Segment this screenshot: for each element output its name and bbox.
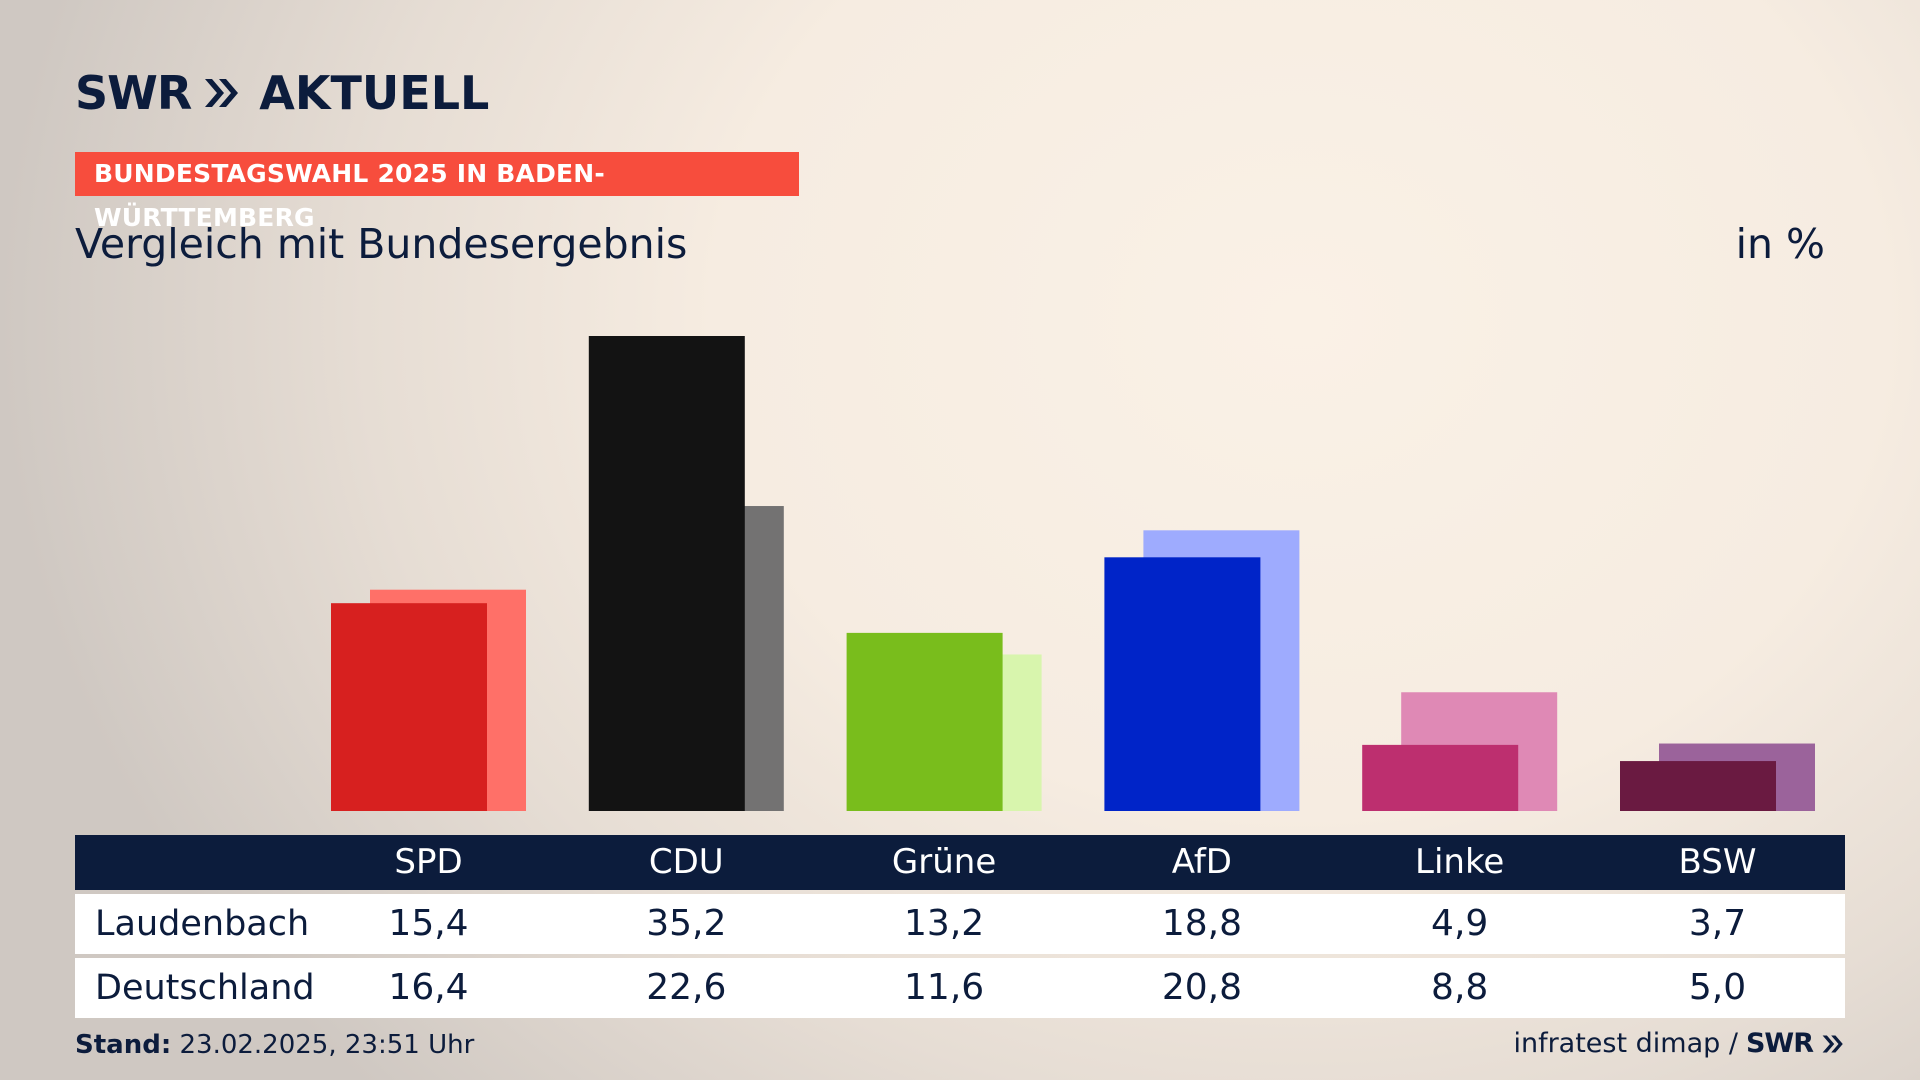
stand-label: Stand: bbox=[75, 1030, 172, 1060]
table-cell-linke: 8,8 bbox=[1431, 967, 1489, 1008]
table-header-grüne: Grüne bbox=[891, 842, 997, 882]
table-header-cdu: CDU bbox=[648, 842, 724, 882]
table-header-afd: AfD bbox=[1171, 842, 1232, 882]
table-cell-afd: 18,8 bbox=[1161, 903, 1242, 944]
logo-swr-text: SWR bbox=[75, 66, 192, 120]
logo-aktuell-text: AKTUELL bbox=[259, 66, 490, 120]
double-chevron-icon bbox=[205, 79, 239, 107]
bar-laudenbach-spd bbox=[331, 603, 487, 811]
row-label: Deutschland bbox=[95, 968, 315, 1008]
chart-subtitle: Vergleich mit Bundesergebnis bbox=[75, 220, 688, 268]
table-cell-grüne: 11,6 bbox=[904, 967, 985, 1008]
table-row-deutschland: Deutschland 16,4 22,6 11,6 20,8 8,8 5,0 bbox=[75, 958, 1845, 1018]
election-banner: BUNDESTAGSWAHL 2025 IN BADEN-WÜRTTEMBERG bbox=[75, 152, 799, 232]
timestamp: Stand: 23.02.2025, 23:51 Uhr bbox=[75, 1030, 474, 1060]
table-cell-linke: 4,9 bbox=[1431, 903, 1489, 944]
source-credit: infratest dimap / SWR bbox=[1513, 1028, 1845, 1059]
table-cell-spd: 16,4 bbox=[388, 967, 469, 1008]
bar-laudenbach-grüne bbox=[846, 632, 1003, 811]
double-chevron-icon bbox=[1822, 1034, 1843, 1053]
table-header-bsw: BSW bbox=[1678, 842, 1757, 882]
bar-laudenbach-cdu bbox=[588, 336, 745, 811]
table-cell-cdu: 22,6 bbox=[646, 967, 727, 1008]
table-header: SPD CDU Grüne AfD Linke BSW bbox=[75, 835, 1845, 890]
bar-laudenbach-linke bbox=[1362, 744, 1519, 811]
table-cell-afd: 20,8 bbox=[1161, 967, 1242, 1008]
source-logo-swr: SWR bbox=[1745, 1028, 1814, 1059]
bar-laudenbach-afd bbox=[1104, 557, 1261, 811]
row-label: Laudenbach bbox=[95, 904, 310, 944]
results-table: SPD CDU Grüne AfD Linke BSW Laudenbach 15,4 35,… bbox=[75, 835, 1845, 1018]
table-cell-bsw: 5,0 bbox=[1688, 967, 1747, 1008]
table-header-linke: Linke bbox=[1415, 842, 1505, 882]
unit-label: in % bbox=[1735, 220, 1825, 268]
bar-chart bbox=[331, 336, 1815, 811]
source-text: infratest dimap / bbox=[1513, 1028, 1738, 1059]
stand-value: 23.02.2025, 23:51 Uhr bbox=[179, 1030, 475, 1060]
table-cell-grüne: 13,2 bbox=[904, 903, 985, 944]
swr-aktuell-logo: SWR AKTUELL bbox=[75, 66, 489, 120]
table-row-laudenbach: Laudenbach 15,4 35,2 13,2 18,8 4,9 3,7 bbox=[75, 894, 1845, 954]
table-header-spd: SPD bbox=[394, 842, 463, 882]
bar-laudenbach-bsw bbox=[1620, 761, 1776, 811]
table-cell-bsw: 3,7 bbox=[1688, 903, 1747, 944]
table-cell-cdu: 35,2 bbox=[646, 903, 727, 944]
table-cell-spd: 15,4 bbox=[388, 903, 469, 944]
